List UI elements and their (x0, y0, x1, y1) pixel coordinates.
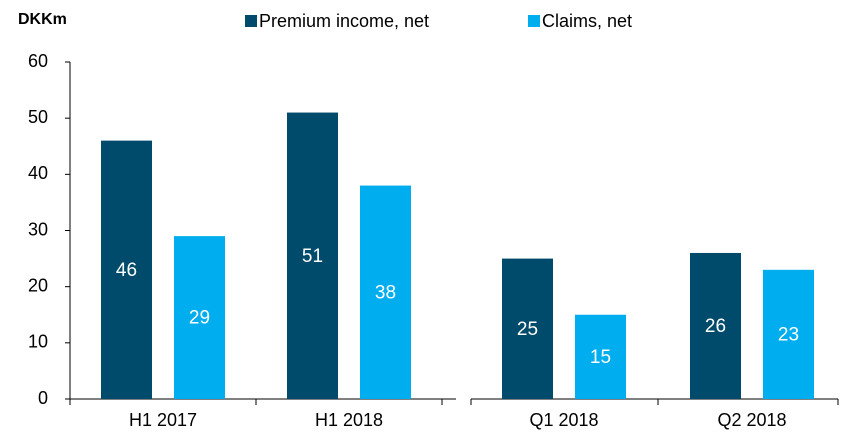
data-label: 51 (302, 246, 323, 267)
x-tick-label: H1 2018 (315, 410, 383, 430)
bar (690, 252, 741, 399)
y-tick-label: 40 (28, 163, 48, 183)
bar (101, 140, 152, 399)
y-tick-label: 0 (38, 388, 48, 408)
bar (502, 258, 553, 399)
data-label: 23 (778, 324, 799, 345)
y-tick-label: 30 (28, 219, 48, 239)
data-label: 46 (116, 260, 137, 281)
legend-swatch (528, 15, 540, 27)
y-tick-label: 60 (28, 51, 48, 71)
bar (287, 112, 338, 400)
x-tick-label: Q1 2018 (529, 410, 598, 430)
bar (763, 269, 814, 399)
data-label: 29 (189, 308, 210, 329)
y-tick-label: 20 (28, 275, 48, 295)
bar (360, 185, 411, 399)
data-label: 25 (517, 319, 538, 340)
legend-swatch (245, 15, 257, 27)
x-tick-label: H1 2017 (129, 410, 197, 430)
data-label: 26 (705, 316, 726, 337)
y-axis-label: DKKm (18, 11, 67, 28)
y-tick-label: 50 (28, 107, 48, 127)
bar (174, 236, 225, 399)
bar (575, 314, 626, 399)
legend-label: Premium income, net (259, 11, 429, 31)
data-label: 38 (375, 282, 396, 303)
data-label: 15 (590, 347, 611, 368)
y-tick-label: 10 (28, 332, 48, 352)
x-tick-label: Q2 2018 (717, 410, 786, 430)
legend-label: Claims, net (542, 11, 632, 31)
